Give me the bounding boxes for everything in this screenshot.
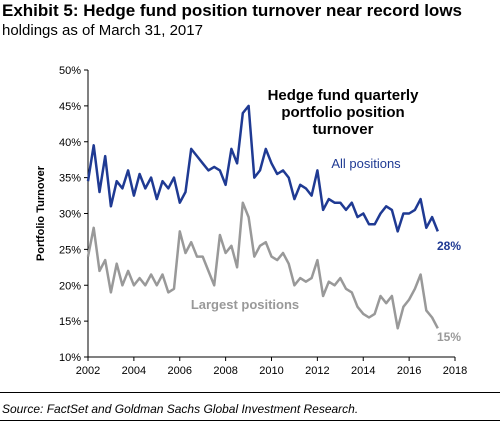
y-tick-label: 25% <box>59 244 81 256</box>
y-axis-title: Portfolio Turnover <box>35 165 47 261</box>
end-label-all-positions: 28% <box>437 239 461 253</box>
y-tick-label: 10% <box>59 352 81 364</box>
x-tick-label: 2006 <box>168 365 192 377</box>
series-line-largest-positions <box>86 201 439 330</box>
footer-bottom-rule <box>0 420 500 421</box>
turnover-line-chart: 10% 15% 20% 25% 30% 35% 40% 45% 50% 2002 2004 2006 2… <box>35 65 467 377</box>
series-label-all-positions: All positions <box>331 156 401 171</box>
x-tick-label: 2004 <box>122 365 146 377</box>
x-tick-label: 2014 <box>351 365 375 377</box>
source-note: Source: FactSet and Goldman Sachs Global… <box>2 402 359 416</box>
y-tick-label: 35% <box>59 173 81 185</box>
y-tick-label: 40% <box>59 137 81 149</box>
chart-title-line: portfolio position <box>281 104 404 121</box>
footer-divider <box>0 392 500 393</box>
y-tick-label: 50% <box>59 65 81 77</box>
y-tick-label: 30% <box>59 209 81 221</box>
x-tick-label: 2016 <box>397 365 421 377</box>
x-tick-label: 2002 <box>76 365 100 377</box>
exhibit-title: Exhibit 5: Hedge fund position turnover … <box>2 1 462 20</box>
chart-title-line: Hedge fund quarterly <box>268 87 420 104</box>
x-tick-label: 2010 <box>259 365 283 377</box>
end-label-largest-positions: 15% <box>437 330 461 344</box>
chart-title-line: turnover <box>313 121 374 138</box>
series-label-largest-positions: Largest positions <box>191 297 299 312</box>
y-tick-label: 15% <box>59 316 81 328</box>
exhibit-subtitle: holdings as of March 31, 2017 <box>2 22 203 39</box>
x-tick-label: 2008 <box>213 365 237 377</box>
y-tick-label: 45% <box>59 101 81 113</box>
series-line-all-positions <box>86 104 439 233</box>
x-tick-label: 2018 <box>443 365 467 377</box>
y-tick-label: 20% <box>59 280 81 292</box>
x-tick-label: 2012 <box>305 365 329 377</box>
